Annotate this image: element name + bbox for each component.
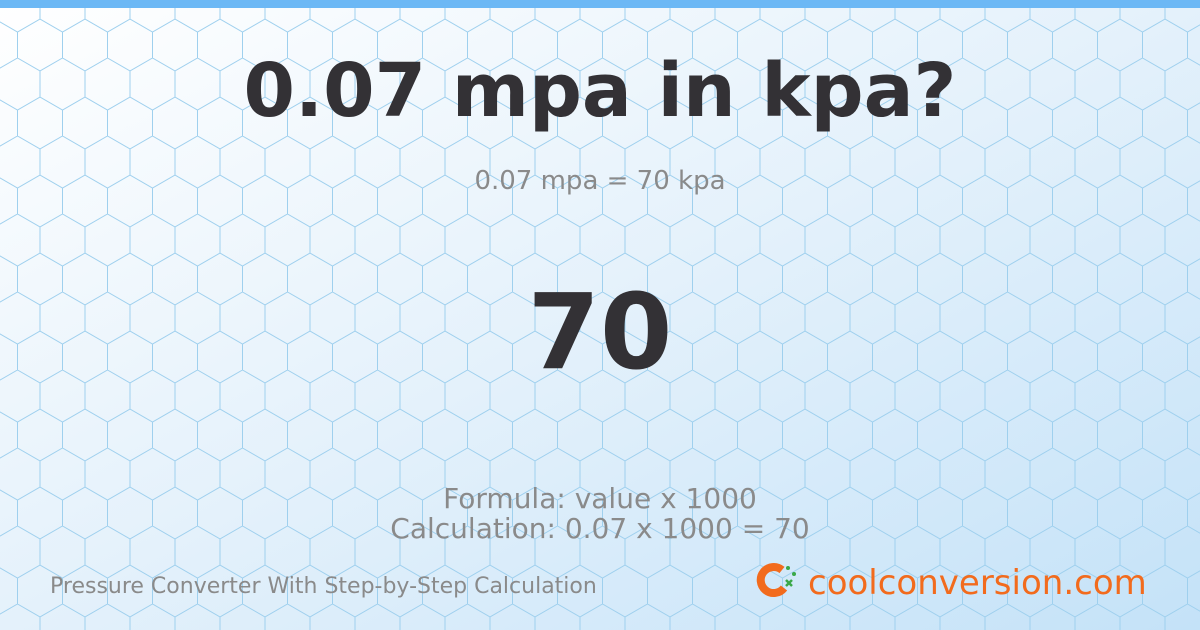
tagline: Pressure Converter With Step-by-Step Cal… bbox=[50, 574, 597, 599]
brand[interactable]: coolconversion.com bbox=[808, 563, 1147, 603]
logo bbox=[756, 563, 796, 598]
result: 70 bbox=[527, 271, 673, 393]
calculation: Calculation: 0.07 x 1000 = 70 bbox=[390, 512, 810, 545]
title: 0.07 mpa in kpa? bbox=[243, 48, 957, 134]
subtitle: 0.07 mpa = 70 kpa bbox=[474, 166, 726, 196]
formula: Formula: value x 1000 bbox=[443, 482, 757, 515]
